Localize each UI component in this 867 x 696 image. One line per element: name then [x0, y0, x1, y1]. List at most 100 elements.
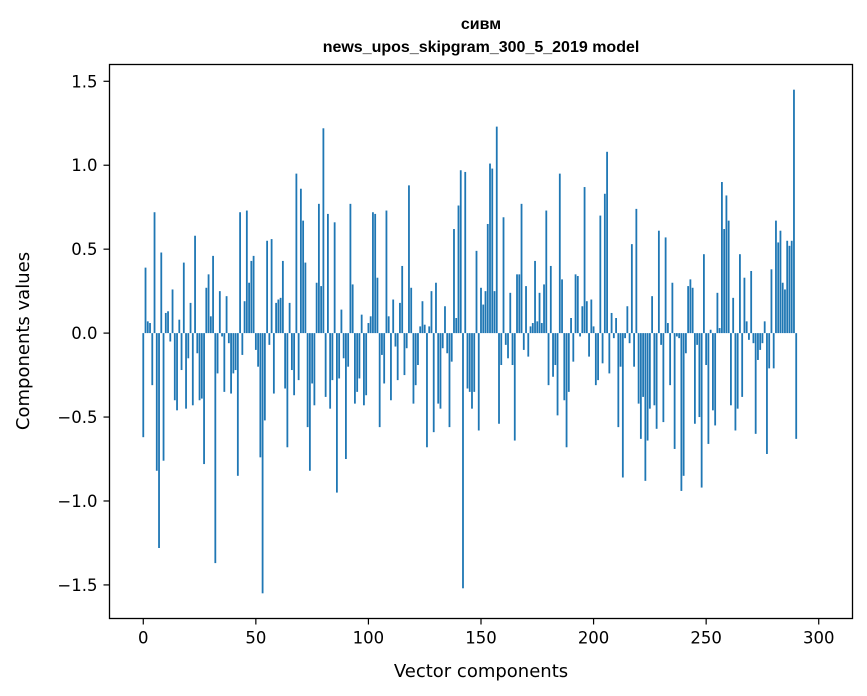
- bar: [342, 333, 345, 359]
- bar: [763, 321, 766, 334]
- bar: [531, 323, 534, 334]
- bar: [714, 333, 717, 426]
- bar: [660, 333, 663, 345]
- bar: [142, 333, 145, 438]
- bar: [597, 333, 599, 381]
- bar: [182, 262, 185, 334]
- bar: [493, 291, 496, 334]
- bar: [626, 306, 629, 334]
- bar: [162, 333, 165, 461]
- bar: [232, 333, 235, 374]
- x-tick-label: 300: [803, 629, 835, 648]
- x-tick-label: 100: [353, 629, 385, 648]
- bar: [671, 282, 674, 334]
- bar: [333, 222, 336, 334]
- bar: [290, 333, 293, 371]
- bar: [498, 333, 500, 424]
- bar: [203, 333, 205, 465]
- bar: [151, 333, 154, 386]
- bar: [705, 333, 708, 366]
- bar: [414, 333, 417, 386]
- bar: [693, 333, 696, 424]
- bar: [565, 333, 568, 448]
- bar: [243, 301, 246, 334]
- bar: [439, 333, 442, 409]
- bar: [570, 318, 572, 334]
- bar: [545, 210, 548, 334]
- bar: [450, 333, 453, 362]
- bar: [766, 333, 768, 454]
- bar: [495, 126, 498, 334]
- x-tick-label: 0: [138, 629, 149, 648]
- bar: [376, 277, 379, 334]
- bar: [207, 274, 210, 334]
- bar: [455, 318, 458, 334]
- bar: [585, 301, 588, 334]
- bar: [308, 333, 311, 471]
- bar: [727, 220, 730, 334]
- bar: [678, 333, 681, 339]
- bar: [279, 297, 282, 334]
- bar: [700, 333, 703, 488]
- bar: [691, 287, 694, 334]
- bar: [788, 245, 791, 334]
- bar: [360, 314, 363, 334]
- bar: [331, 333, 334, 381]
- bar: [775, 220, 777, 334]
- bar: [378, 333, 381, 428]
- bar: [306, 333, 309, 428]
- bar: [270, 239, 273, 334]
- bar: [516, 274, 518, 334]
- bar: [540, 323, 543, 334]
- bar: [736, 333, 739, 409]
- bar: [263, 333, 266, 421]
- bar: [486, 223, 489, 334]
- bar: [761, 333, 764, 344]
- bar: [245, 210, 248, 334]
- bar: [617, 333, 620, 428]
- bar: [313, 333, 316, 406]
- bar: [227, 333, 230, 344]
- bar: [320, 286, 323, 334]
- bar: [281, 260, 284, 334]
- bar: [502, 217, 505, 334]
- bar: [351, 284, 354, 334]
- bar: [630, 244, 633, 334]
- bar: [266, 240, 269, 334]
- bar: [633, 333, 635, 367]
- bar: [329, 333, 332, 409]
- bar: [777, 242, 780, 334]
- y-tick-label: −0.5: [57, 408, 97, 427]
- bar: [254, 333, 257, 350]
- bar: [387, 316, 390, 334]
- y-tick-label: 1.0: [71, 156, 97, 175]
- bar: [277, 299, 280, 334]
- bar: [790, 240, 793, 334]
- bar: [648, 333, 651, 409]
- x-tick-label: 150: [465, 629, 497, 648]
- bar: [444, 306, 446, 334]
- bar: [191, 333, 194, 406]
- bar: [642, 333, 645, 397]
- bar: [739, 254, 741, 334]
- bar: [680, 333, 683, 491]
- bar: [628, 333, 631, 344]
- bar: [432, 333, 435, 433]
- bar: [405, 333, 408, 349]
- bar: [419, 326, 422, 334]
- bar: [603, 193, 606, 334]
- bar: [358, 333, 361, 379]
- bar: [655, 333, 658, 429]
- bar: [446, 333, 449, 354]
- bar: [754, 333, 757, 434]
- bar: [601, 333, 604, 364]
- bar: [599, 215, 602, 334]
- bar: [196, 333, 199, 354]
- bar: [369, 316, 372, 334]
- bar: [189, 302, 192, 334]
- bar: [354, 333, 356, 404]
- bar: [236, 333, 239, 476]
- bar: [293, 333, 296, 396]
- bar: [770, 269, 773, 334]
- bar: [730, 333, 732, 406]
